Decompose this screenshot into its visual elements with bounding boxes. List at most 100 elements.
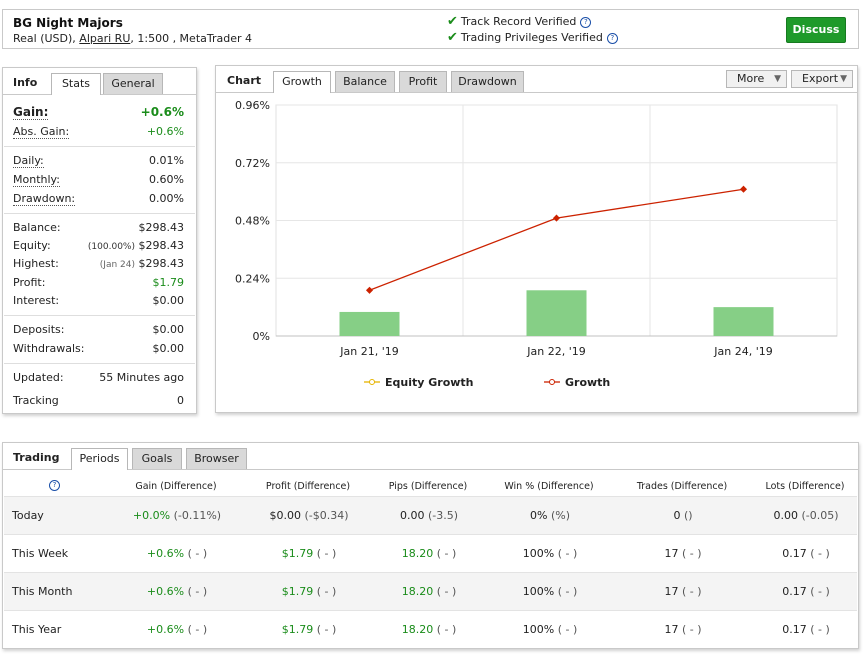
tab-stats[interactable]: Stats (51, 73, 101, 95)
info-title: Info (13, 76, 38, 89)
chevron-down-icon: ▼ (774, 74, 781, 84)
info-panel: Info Stats General Gain: +0.6% Abs. Gain… (2, 67, 197, 414)
growth-point (365, 286, 374, 294)
period-label: This Week (12, 547, 69, 560)
table-cell: $0.00 (-$0.34) (239, 509, 379, 522)
monthly-value: 0.60% (149, 173, 184, 186)
tab-periods[interactable]: Periods (71, 448, 128, 470)
cell-value: 0.00 (399, 509, 425, 522)
cell-value: +0.6% (146, 585, 185, 598)
cell-value: 0.17 (782, 547, 807, 560)
tab-browser[interactable]: Browser (186, 448, 247, 469)
drawdown-row: Drawdown: 0.00% (13, 192, 184, 208)
cell-difference: (-$0.34) (304, 509, 349, 522)
chart-panel: Chart Growth Balance Profit Drawdown Mor… (215, 65, 858, 413)
tab-balance[interactable]: Balance (335, 71, 395, 92)
cell-value: 18.20 (401, 547, 434, 560)
table-cell: 18.20 ( - ) (359, 585, 499, 598)
broker-link[interactable]: Alpari RU (79, 32, 131, 45)
cell-difference: ( - ) (187, 547, 208, 560)
daily-row: Daily: 0.01% (13, 154, 184, 170)
period-label: Today (12, 509, 44, 522)
table-cell: +0.6% ( - ) (107, 547, 247, 560)
highest-date: (Jan 24) (99, 260, 135, 270)
y-tick-label: 0.24% (235, 272, 270, 285)
abs-gain-label: Abs. Gain: (13, 125, 70, 139)
cell-difference: ( - ) (557, 585, 578, 598)
profit-label: Profit: (13, 276, 46, 289)
gain-label: Gain: (13, 105, 49, 120)
legend-marker (549, 379, 555, 385)
monthly-row: Monthly: 0.60% (13, 173, 184, 189)
help-icon[interactable]: ? (580, 16, 592, 28)
profit-row: Profit: $1.79 (13, 276, 184, 292)
cell-value: 0% (530, 509, 548, 522)
divider (4, 146, 195, 147)
help-icon[interactable]: ? (606, 32, 618, 44)
chevron-down-icon: ▼ (840, 74, 847, 84)
table-cell: +0.0% (-0.11%) (107, 509, 247, 522)
abs-gain-row: Abs. Gain: +0.6% (13, 125, 184, 141)
cell-value: +0.6% (146, 623, 185, 636)
tab-drawdown[interactable]: Drawdown (451, 71, 524, 92)
more-dropdown[interactable]: More ▼ (726, 70, 787, 88)
tab-profit[interactable]: Profit (399, 71, 447, 92)
withdrawals-label: Withdrawals: (13, 342, 85, 355)
legend-label: Growth (565, 376, 610, 389)
highest-label: Highest: (13, 257, 59, 270)
equity-percent: (100.00%) (87, 242, 135, 252)
cell-value: 100% (522, 623, 555, 636)
cell-value: 0.17 (782, 623, 807, 636)
cell-difference: ( - ) (810, 585, 830, 598)
equity-growth-bar (713, 307, 774, 336)
cell-value: $1.79 (281, 547, 314, 560)
account-header: BG Night Majors Real (USD), Alpari RU, 1… (2, 9, 859, 49)
cell-difference: ( - ) (436, 547, 457, 560)
system-title: BG Night Majors (13, 16, 123, 30)
withdrawals-value: $0.00 (152, 342, 185, 355)
column-header: Profit (Difference) (265, 481, 351, 492)
tab-growth[interactable]: Growth (273, 71, 331, 93)
cell-value: 18.20 (401, 623, 434, 636)
abs-gain-value: +0.6% (146, 125, 184, 138)
column-header: Win % (Difference) (504, 481, 594, 492)
help-icon[interactable]: ? (49, 480, 60, 491)
period-label: This Month (12, 585, 73, 598)
cell-value: $1.79 (281, 623, 314, 636)
y-tick-label: 0.72% (235, 157, 270, 170)
y-tick-label: 0% (253, 330, 270, 343)
equity-row: Equity: (100.00%) $298.43 (13, 239, 184, 255)
export-label: Export (802, 72, 839, 85)
cell-value: +0.6% (146, 547, 185, 560)
table-row: This Month +0.6% ( - ) $1.79 ( - ) 18.20 ( … (4, 572, 857, 611)
table-cell: 17 ( - ) (613, 547, 753, 560)
updated-row: Updated: 55 Minutes ago (13, 371, 184, 387)
column-header: Lots (Difference) (765, 481, 845, 492)
account-type: Real (USD), (13, 32, 76, 45)
balance-label: Balance: (13, 221, 61, 234)
trading-privileges-verified: ✔ Trading Privileges Verified? (447, 30, 618, 45)
period-label: This Year (12, 623, 62, 636)
monthly-label: Monthly: (13, 173, 60, 187)
table-cell: 18.20 ( - ) (359, 623, 499, 636)
updated-value: 55 Minutes ago (99, 371, 184, 384)
discuss-button[interactable]: Discuss (786, 17, 846, 43)
tab-goals[interactable]: Goals (132, 448, 182, 469)
cell-difference: ( - ) (316, 547, 337, 560)
cell-value: 0 (673, 509, 681, 522)
column-header: Pips (Difference) (388, 481, 468, 492)
checkmark-icon: ✔ (447, 30, 458, 45)
tab-general[interactable]: General (103, 73, 163, 94)
cell-difference: ( - ) (316, 585, 337, 598)
trading-panel: Trading Periods Goals Browser ? Gain (Di… (2, 442, 859, 649)
column-header: Trades (Difference) (636, 481, 728, 492)
chart-title: Chart (227, 74, 262, 87)
divider (4, 363, 195, 364)
cell-difference: ( - ) (557, 623, 578, 636)
export-dropdown[interactable]: Export ▼ (791, 70, 853, 88)
trading-privileges-label: Trading Privileges Verified (460, 31, 603, 44)
trading-title: Trading (13, 451, 60, 464)
table-row: This Year +0.6% ( - ) $1.79 ( - ) 18.20 ( -… (4, 610, 857, 649)
interest-row: Interest: $0.00 (13, 294, 184, 310)
table-cell: 18.20 ( - ) (359, 547, 499, 560)
